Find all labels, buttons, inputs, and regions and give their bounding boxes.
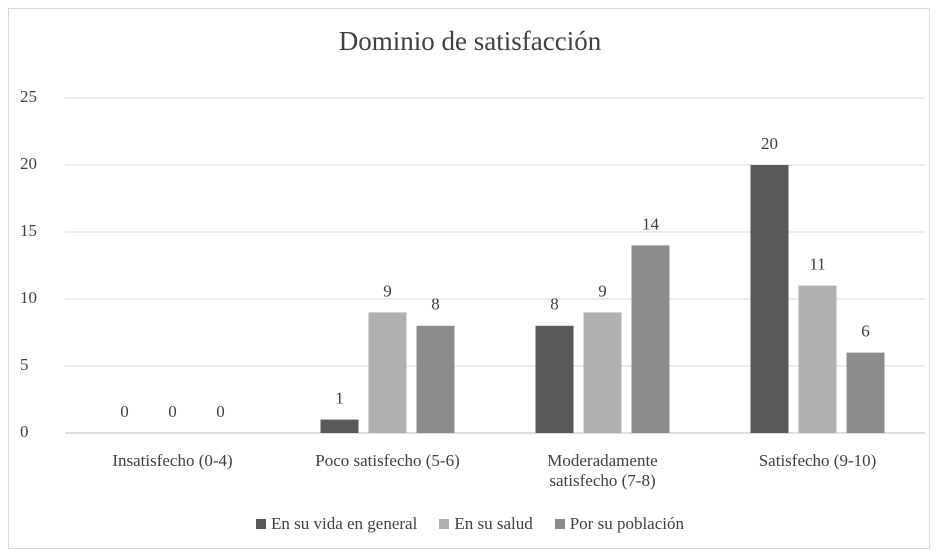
bar [631,245,670,433]
data-label: 9 [598,281,607,300]
y-tick-label: 15 [20,221,37,240]
data-label: 0 [168,402,177,421]
x-tick-label: Satisfecho (9-10) [758,451,877,470]
legend-label: En su vida en general [270,514,418,533]
data-label: 14 [642,214,660,233]
y-tick-label: 10 [20,288,37,307]
data-label: 20 [761,134,778,153]
bar [583,312,622,433]
y-tick-label: 25 [20,87,37,106]
bar [368,312,407,433]
data-label: 8 [550,295,559,314]
y-tick-label: 5 [20,355,29,374]
legend-item: En su vida en general [255,514,418,534]
data-label: 11 [809,255,825,274]
bar [535,325,574,433]
legend: En su vida en general En su salud Por su p… [0,514,940,534]
legend-swatch [554,519,565,529]
chart-border [8,8,930,549]
y-tick-label: 0 [20,422,29,441]
legend-item: Por su población [554,514,684,534]
y-tick-label: 20 [20,154,37,173]
data-label: 8 [431,295,440,314]
legend-label: En su salud [454,514,533,533]
x-tick-label: Insatisfecho (0-4) [112,451,233,470]
data-label: 1 [335,389,344,408]
bar [846,352,885,433]
legend-label: Por su población [569,514,684,533]
bar [416,325,455,433]
x-tick-label: Poco satisfecho (5-6) [315,451,460,470]
legend-item: En su salud [439,514,533,534]
x-tick-label: Moderadamente satisfecho (7-8) [547,451,658,490]
bar [798,285,837,433]
data-label: 0 [216,402,225,421]
data-label: 0 [120,402,129,421]
data-label: 6 [861,322,870,341]
bar [750,165,789,433]
legend-swatch [439,519,450,529]
data-label: 9 [383,281,392,300]
legend-swatch [255,519,266,529]
chart-title: Dominio de satisfacción [339,26,602,56]
bar [320,419,359,433]
